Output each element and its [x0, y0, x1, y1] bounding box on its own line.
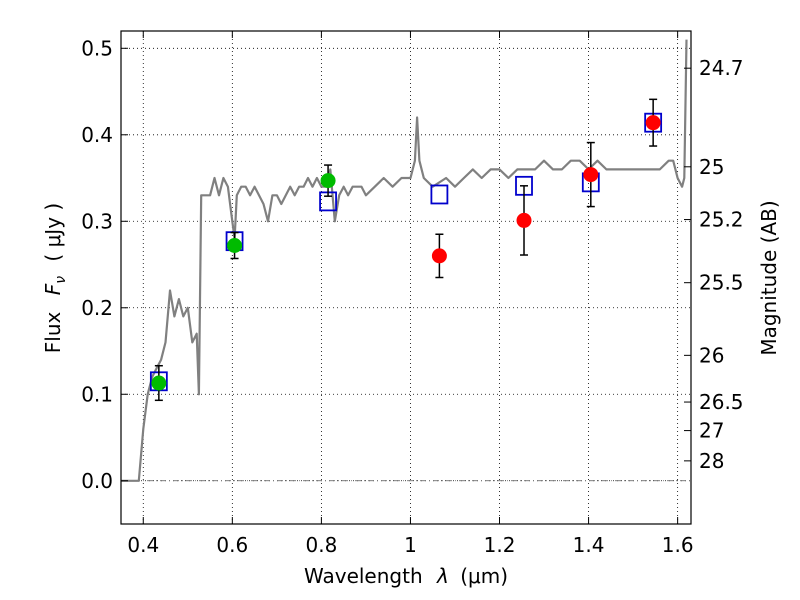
model-sed-layer	[121, 39, 688, 482]
y2-axis-label: Magnitude (AB)	[757, 200, 781, 355]
y2-tick-label: 24.7	[699, 56, 744, 80]
y-tick-label: 0.5	[81, 36, 113, 60]
observed-photometry-point	[227, 237, 243, 253]
y-tick-label: 0.3	[81, 209, 113, 233]
x-tick-label: 1.4	[573, 533, 605, 557]
observed-photometry-point	[516, 212, 532, 228]
x-tick-label: 0.4	[127, 533, 159, 557]
photometry-points-layer	[149, 98, 663, 402]
observed-photometry-point	[645, 115, 661, 131]
model-sed-curve	[121, 39, 688, 482]
x-axis-label: Wavelength λ (μm)	[304, 564, 508, 588]
y-axis-label: Flux Fν ( μJy )	[41, 203, 70, 353]
x-tick-label: 1.6	[662, 533, 694, 557]
x-tick-label: 1	[404, 533, 417, 557]
y-tick-label: 0.4	[81, 123, 113, 147]
y-tick-label: 0.1	[81, 382, 113, 406]
model-photometry-square	[430, 184, 449, 205]
tick-labels: 0.4 0.6 0.8 1 1.2 1.4 1.6 0.0 0.1 0.2 0.3 0.4 0.5 24.…	[81, 36, 743, 557]
observed-photometry-point	[583, 167, 599, 183]
y2-tick-label: 25.5	[699, 271, 744, 295]
y2-tick-label: 25.2	[699, 208, 744, 232]
observed-photometry-point	[431, 248, 447, 264]
y2-tick-label: 25	[699, 155, 724, 179]
plot-axes	[120, 30, 692, 525]
y2-tick-label: 26	[699, 343, 724, 367]
grid-lines	[121, 31, 691, 524]
y2-tick-label: 26.5	[699, 390, 744, 414]
y-tick-label: 0.0	[81, 469, 113, 493]
x-tick-label: 1.2	[484, 533, 516, 557]
axis-labels: Wavelength λ (μm) Flux Fν ( μJy ) Magnit…	[41, 200, 781, 588]
y2-tick-label: 27	[699, 419, 724, 443]
y-tick-label: 0.2	[81, 296, 113, 320]
observed-photometry-point	[320, 173, 336, 189]
x-tick-label: 0.8	[305, 533, 337, 557]
observed-photometry-point	[151, 375, 167, 391]
y2-tick-label: 28	[699, 449, 724, 473]
x-tick-label: 0.6	[216, 533, 248, 557]
plot-frame	[120, 30, 692, 525]
